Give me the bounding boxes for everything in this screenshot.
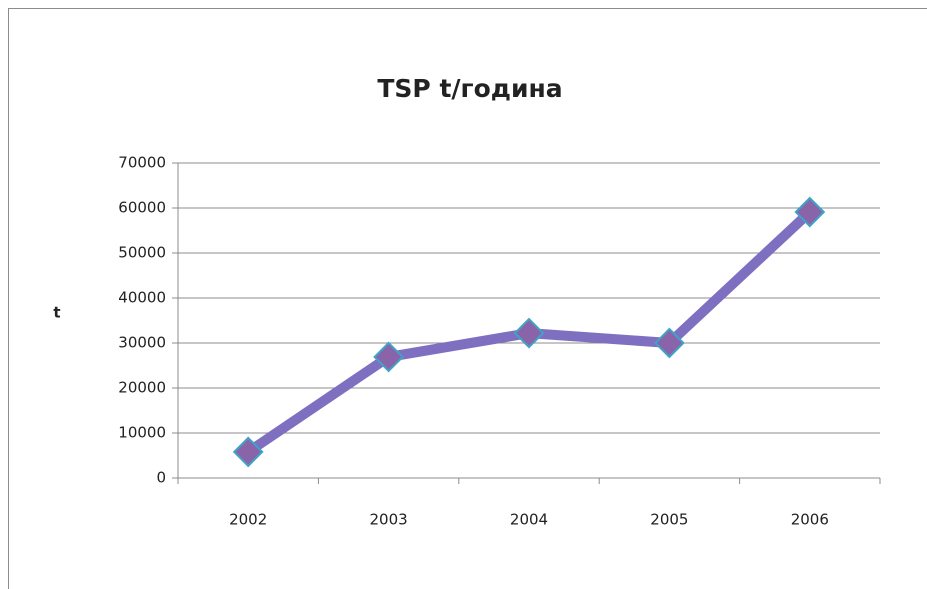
y-axis-label: t bbox=[53, 304, 60, 322]
x-tick-label: 2004 bbox=[510, 511, 548, 529]
y-tick-label: 30000 bbox=[118, 334, 166, 352]
data-point bbox=[232, 436, 264, 468]
chart-frame bbox=[8, 8, 927, 589]
x-tick-label: 2003 bbox=[370, 511, 408, 529]
x-tick-label: 2005 bbox=[650, 511, 688, 529]
y-tick-label: 20000 bbox=[118, 379, 166, 397]
y-tick-label: 10000 bbox=[118, 424, 166, 442]
chart-title: TSP t/година bbox=[377, 74, 562, 103]
data-point bbox=[794, 196, 826, 228]
y-tick-label: 70000 bbox=[118, 154, 166, 172]
y-tick-label: 40000 bbox=[118, 289, 166, 307]
x-tick-label: 2002 bbox=[229, 511, 267, 529]
data-point bbox=[513, 317, 545, 349]
data-point bbox=[653, 327, 685, 359]
y-tick-label: 50000 bbox=[118, 244, 166, 262]
y-tick-label: 60000 bbox=[118, 199, 166, 217]
x-tick-label: 2006 bbox=[791, 511, 829, 529]
data-point bbox=[373, 341, 405, 373]
y-tick-label: 0 bbox=[156, 469, 166, 487]
